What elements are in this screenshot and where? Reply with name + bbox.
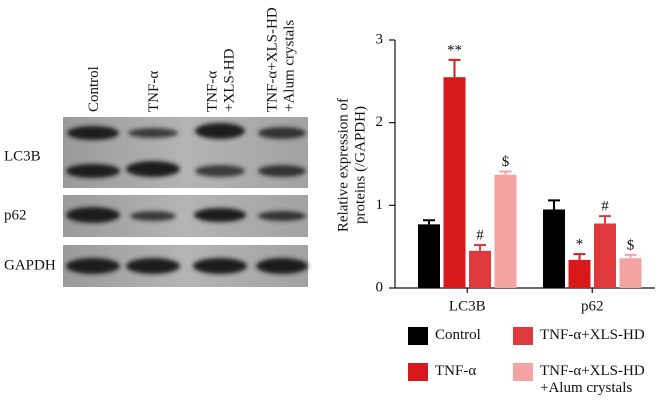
- bar: [443, 77, 466, 288]
- bar: [568, 259, 591, 288]
- x-tick-label: p62: [581, 298, 604, 314]
- blot-panels: [63, 117, 308, 287]
- y-tick-label: 0: [376, 279, 384, 295]
- lane-label-line: TNF-α+XLS-HD: [265, 7, 281, 112]
- band: [126, 161, 180, 177]
- band: [130, 211, 176, 221]
- y-tick-label: 1: [376, 197, 384, 213]
- band: [195, 165, 245, 177]
- band: [126, 258, 180, 274]
- error-bar: [474, 244, 486, 251]
- error-bar: [599, 215, 611, 224]
- lane-label: TNF-α+XLS-HD+Alum crystals: [265, 7, 298, 112]
- legend-label: TNF-α+XLS-HD: [540, 327, 645, 343]
- significance-label: #: [601, 199, 609, 215]
- error-bar: [448, 58, 461, 78]
- bar: [543, 209, 565, 288]
- lane-label: TNF-α+XLS-HD: [205, 48, 238, 112]
- band: [66, 207, 120, 223]
- row-label: GAPDH: [4, 257, 56, 273]
- lane-label-line: TNF-α: [205, 71, 221, 112]
- legend-swatch: [513, 363, 533, 381]
- legend-swatch: [408, 327, 428, 345]
- band: [195, 123, 245, 139]
- lane-label: TNF-α: [146, 71, 162, 112]
- significance-label: $: [502, 154, 510, 170]
- band: [258, 127, 306, 139]
- blot-bands: [66, 123, 308, 274]
- legend-swatch: [513, 327, 533, 345]
- row-label: p62: [4, 207, 27, 223]
- lane-label-line: +XLS-HD: [222, 48, 238, 112]
- bar: [594, 223, 616, 288]
- lane-label-line: TNF-α: [146, 71, 162, 112]
- lane-label-line: Control: [86, 66, 102, 112]
- lane-label-line: +Alum crystals: [282, 20, 298, 112]
- significance-label: *: [576, 237, 584, 253]
- legend-label: TNF-α+XLS-HD +Alum crystals: [540, 363, 645, 396]
- significance-label: #: [476, 227, 484, 243]
- row-label: LC3B: [4, 148, 41, 164]
- bar: [494, 174, 517, 288]
- x-tick-label: LC3B: [449, 298, 486, 314]
- band: [66, 164, 120, 178]
- error-bar: [573, 253, 586, 260]
- significance-label: **: [447, 42, 462, 58]
- y-tick-label: 3: [376, 31, 384, 47]
- band: [128, 128, 178, 138]
- legend-swatch: [408, 363, 428, 381]
- band: [194, 208, 246, 222]
- bar: [619, 258, 642, 288]
- y-tick-label: 2: [376, 114, 384, 130]
- lane-label: Control: [86, 66, 102, 112]
- bar: [418, 224, 440, 288]
- band: [258, 211, 306, 221]
- legend-label: TNF-α: [435, 363, 477, 379]
- band: [193, 258, 247, 274]
- error-bar: [624, 253, 637, 259]
- significance-label: $: [627, 237, 635, 253]
- bar: [469, 250, 491, 288]
- band: [67, 126, 119, 140]
- error-bar: [423, 219, 435, 225]
- y-axis-label: Relative expression of proteins (/GAPDH): [335, 97, 369, 233]
- error-bar: [499, 170, 512, 175]
- error-bar: [548, 199, 560, 210]
- band: [256, 258, 308, 274]
- legend-label: Control: [435, 327, 481, 343]
- band: [66, 258, 120, 274]
- band: [258, 165, 306, 177]
